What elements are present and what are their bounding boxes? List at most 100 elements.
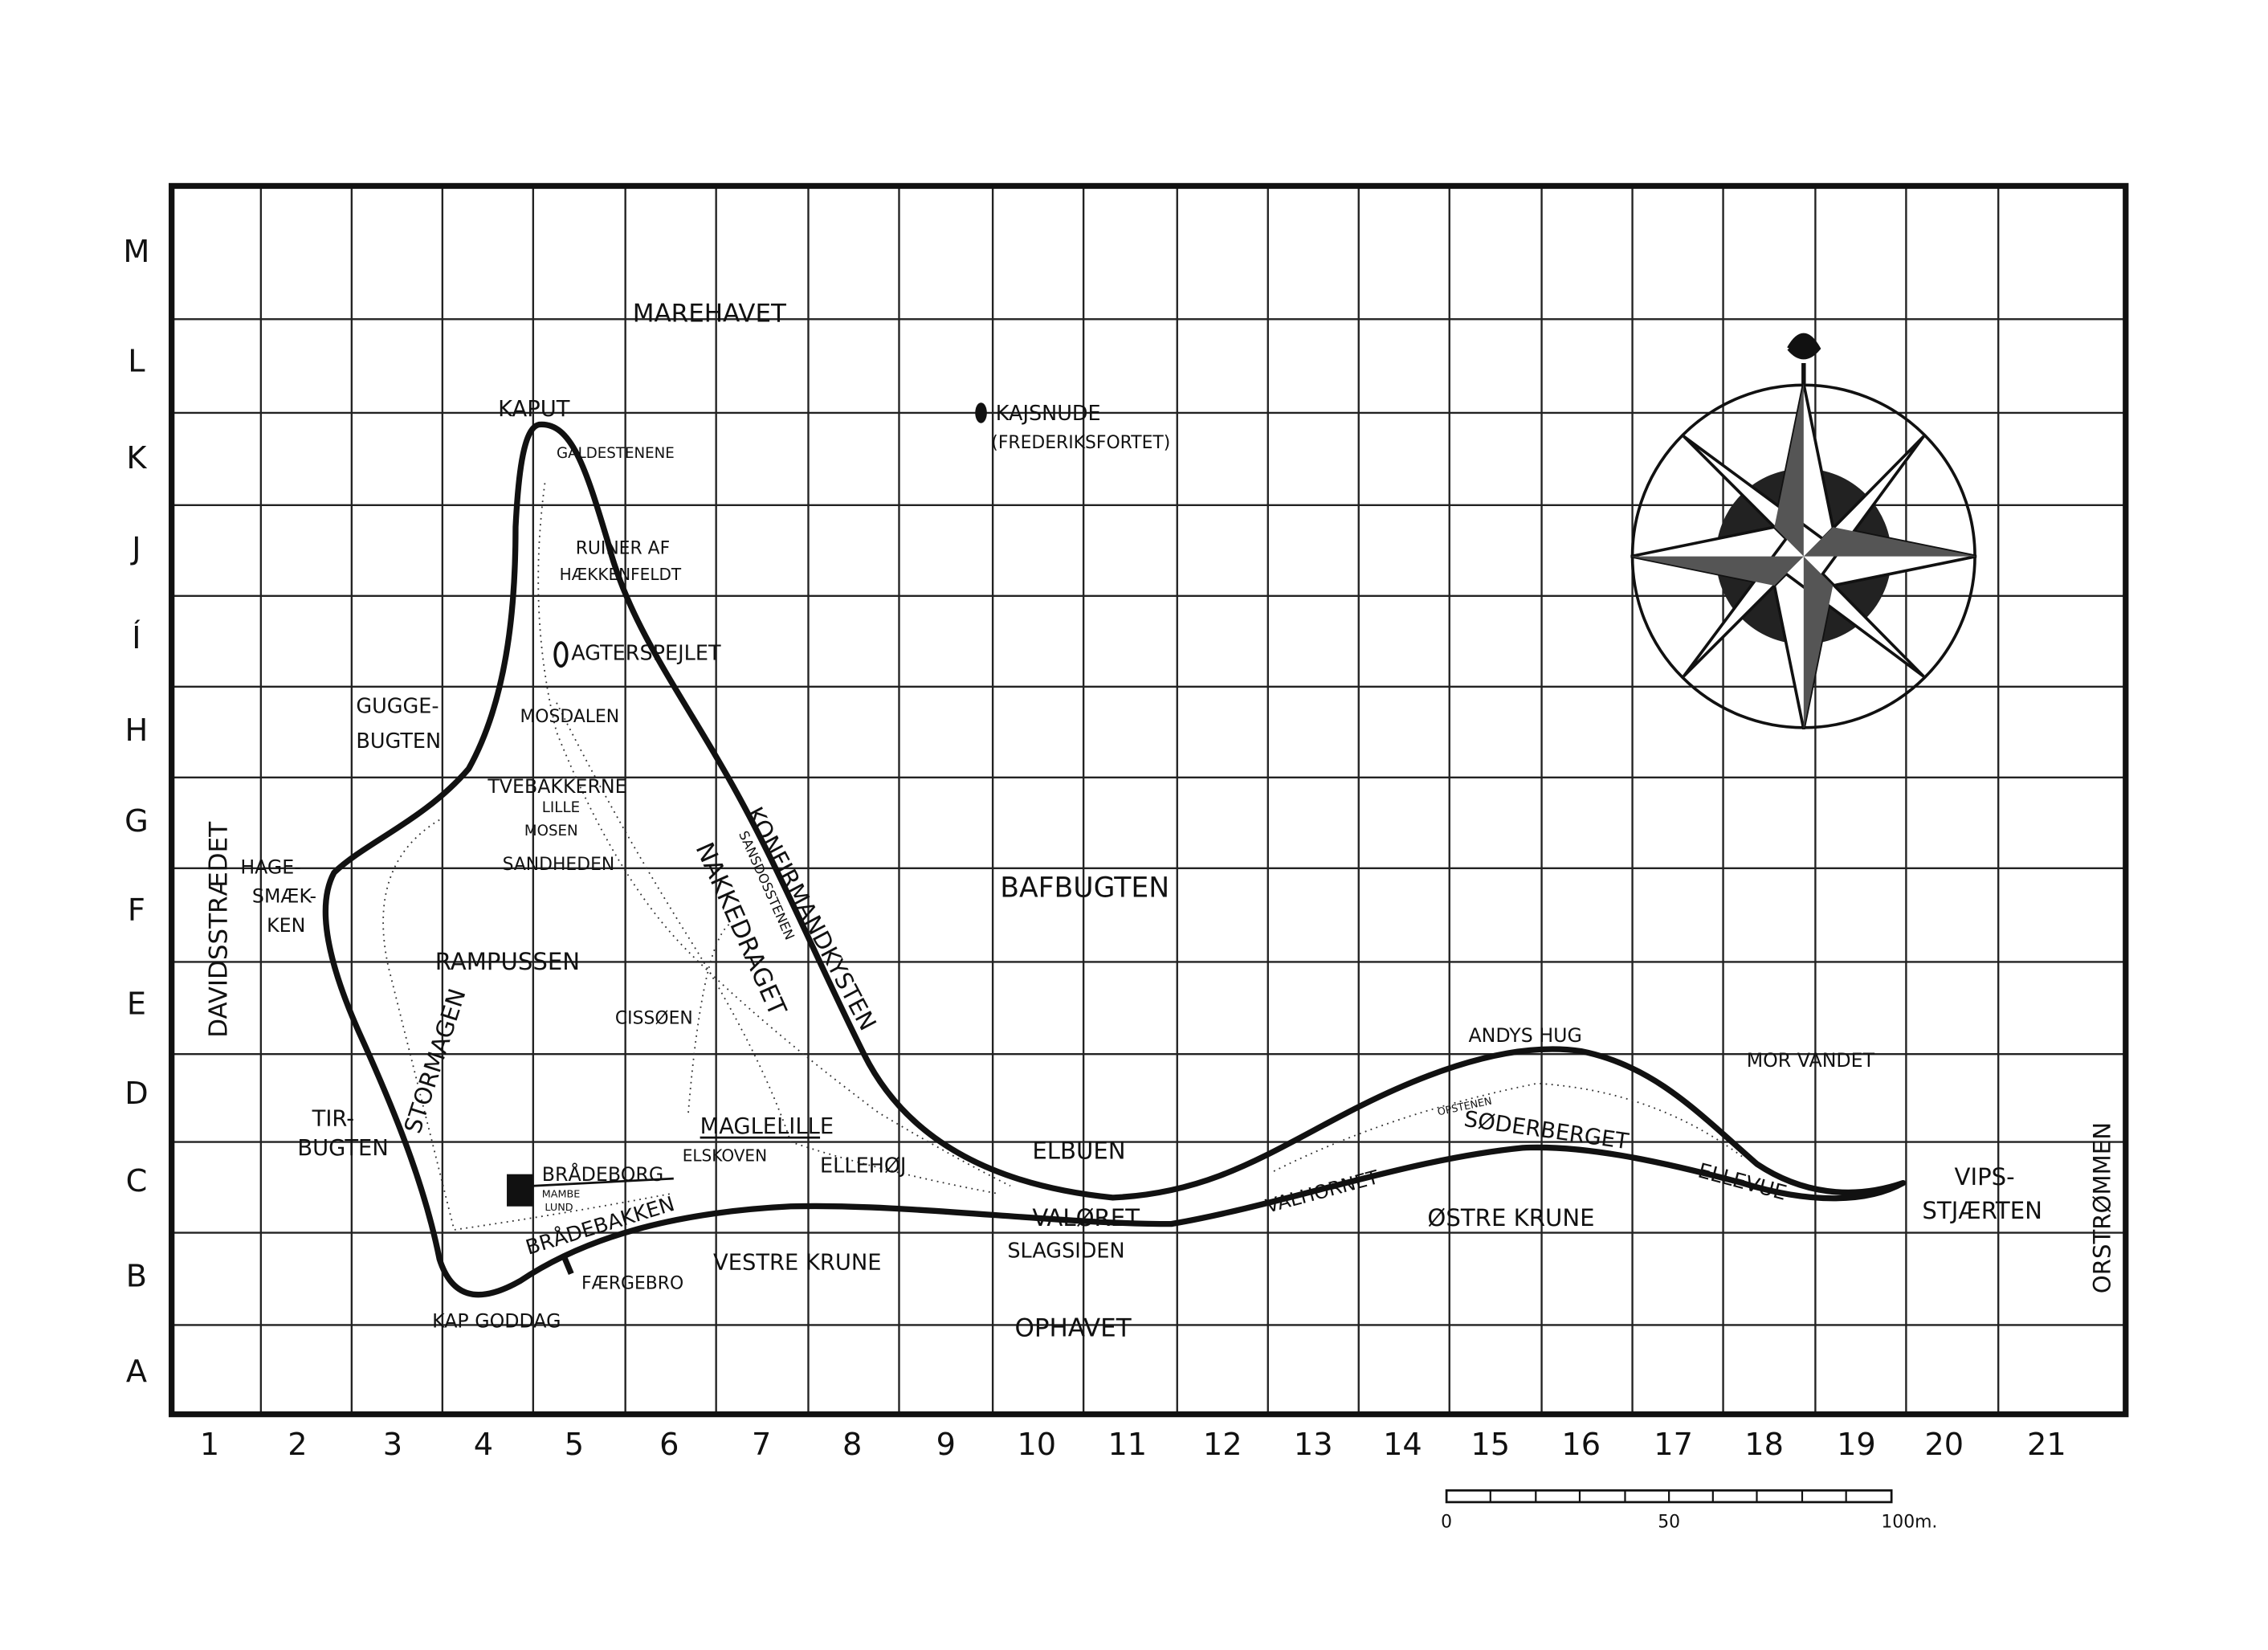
place-label: DAVIDSSTRÆDET xyxy=(204,822,233,1038)
place-label: BAFBUGTEN xyxy=(1000,872,1169,904)
place-label: KAJSNUDE xyxy=(996,402,1101,426)
row-label: D xyxy=(124,1076,148,1112)
place-label: BUGTEN xyxy=(356,729,441,754)
column-label: 12 xyxy=(1203,1427,1242,1463)
column-label: 11 xyxy=(1107,1427,1147,1463)
column-label: 4 xyxy=(474,1427,493,1463)
place-label: BRÅDEBORG xyxy=(542,1163,663,1186)
place-label: BUGTEN xyxy=(297,1136,388,1161)
place-label: LILLE xyxy=(542,799,580,816)
place-label: RUINER AF xyxy=(576,538,670,558)
place-label: (FREDERIKSFORTET) xyxy=(991,433,1170,453)
compass-shade xyxy=(1630,556,1804,586)
place-label: MAGLELILLE xyxy=(700,1114,834,1139)
place-label: KAP GODDAG xyxy=(432,1309,561,1332)
scale-bar-ticks xyxy=(1489,1490,1847,1502)
place-label: GALDESTENENE xyxy=(557,445,675,462)
column-label: 7 xyxy=(752,1427,771,1463)
place-label: SMÆK- xyxy=(252,885,316,908)
row-label: Í xyxy=(132,619,141,656)
islet xyxy=(975,402,987,423)
column-label: 8 xyxy=(842,1427,862,1463)
place-label: AGTERSPEJLET xyxy=(571,642,721,666)
row-label: F xyxy=(128,892,145,929)
place-label: ØSTRE KRUNE xyxy=(1427,1204,1594,1231)
contour xyxy=(382,702,996,1231)
column-label: 5 xyxy=(565,1427,584,1463)
compass-rose xyxy=(1630,333,1977,729)
place-label: OPHAVET xyxy=(1014,1313,1131,1342)
place-label: GUGGE- xyxy=(356,694,439,718)
place-label: VESTRE KRUNE xyxy=(713,1250,882,1275)
place-label: MAMBE xyxy=(542,1189,581,1201)
column-label: 1 xyxy=(200,1427,219,1463)
place-label: ELBUEN xyxy=(1032,1137,1125,1164)
place-label: CISSØEN xyxy=(615,1008,693,1028)
column-label: 17 xyxy=(1654,1427,1693,1463)
place-label: MOSDALEN xyxy=(520,707,619,727)
road xyxy=(532,1177,674,1187)
place-label: VALØRET xyxy=(1032,1204,1140,1231)
island-coast xyxy=(322,421,1907,1298)
pond xyxy=(553,641,569,668)
scale-label: 50 xyxy=(1658,1512,1680,1532)
column-label: 21 xyxy=(2027,1427,2066,1463)
frame xyxy=(169,182,2129,1418)
column-label: 3 xyxy=(383,1427,402,1463)
place-label: TVEBAKKERNE xyxy=(487,775,626,798)
row-label: G xyxy=(124,803,149,839)
row-label: C xyxy=(126,1163,148,1199)
column-label: 18 xyxy=(1744,1427,1784,1463)
place-label: HAGE- xyxy=(240,856,300,878)
column-label: 2 xyxy=(288,1427,307,1463)
row-label: J xyxy=(130,531,141,567)
place-label: FÆRGEBRO xyxy=(581,1273,683,1293)
row-label: M xyxy=(123,234,149,270)
row-label: E xyxy=(127,986,146,1023)
place-label: MOSEN xyxy=(524,823,578,839)
pier xyxy=(561,1255,574,1276)
place-label: HÆKKENFELDT xyxy=(560,565,682,584)
row-label: K xyxy=(126,440,147,476)
place-label: STJÆRTEN xyxy=(1922,1197,2042,1224)
place-label: SANDHEDEN xyxy=(503,855,615,875)
place-label: ELSKOVEN xyxy=(683,1146,767,1165)
row-label: L xyxy=(128,343,145,379)
column-label: 9 xyxy=(936,1427,956,1463)
column-label: 15 xyxy=(1471,1427,1510,1463)
building xyxy=(507,1174,533,1207)
place-label: MAREHAVET xyxy=(633,299,786,328)
scale-label: 100m. xyxy=(1881,1512,1937,1532)
place-label: ELLEHØJ xyxy=(820,1154,906,1178)
column-label: 14 xyxy=(1383,1427,1422,1463)
column-label: 13 xyxy=(1294,1427,1333,1463)
place-label: LUND xyxy=(545,1202,573,1214)
column-label: 19 xyxy=(1837,1427,1876,1463)
scale-label: 0 xyxy=(1441,1512,1452,1532)
place-label: ANDYS HUG xyxy=(1468,1024,1581,1047)
contour xyxy=(687,921,1743,1172)
row-label: A xyxy=(126,1354,147,1390)
place-label: ORSTRØMMEN xyxy=(2088,1122,2115,1293)
place-label: MOR VANDET xyxy=(1747,1049,1875,1072)
place-label: RAMPUSSEN xyxy=(435,948,580,975)
place-label: TIR- xyxy=(312,1107,355,1132)
column-label: 10 xyxy=(1017,1427,1056,1463)
compass-shade xyxy=(1803,527,1976,557)
place-label: KEN xyxy=(267,914,305,937)
contour xyxy=(537,483,1011,1187)
row-label: B xyxy=(126,1259,147,1295)
scale-bar xyxy=(1445,1489,1893,1504)
row-label: H xyxy=(125,713,149,749)
place-label: VIPS- xyxy=(1955,1163,2015,1191)
place-label: KAPUT xyxy=(498,397,570,422)
compass-shade xyxy=(1774,383,1804,557)
place-label: SLAGSIDEN xyxy=(1007,1239,1124,1263)
compass-shade xyxy=(1803,556,1834,729)
column-label: 16 xyxy=(1561,1427,1601,1463)
column-label: 6 xyxy=(659,1427,679,1463)
column-label: 20 xyxy=(1924,1427,1964,1463)
